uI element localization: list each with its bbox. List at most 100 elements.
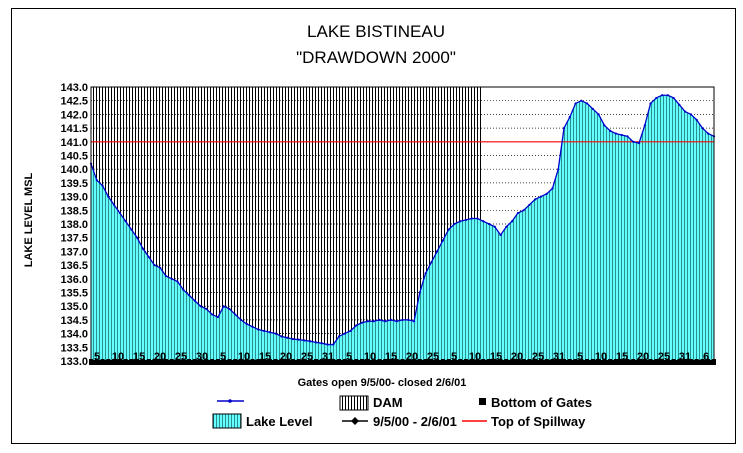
y-tick-label: 140.5: [60, 151, 88, 163]
lake-level-point: [309, 340, 312, 343]
lake-level-point: [107, 195, 110, 198]
y-tick-label: 136.5: [60, 260, 88, 272]
lake-level-point: [176, 280, 179, 283]
lake-level-point: [511, 220, 514, 223]
lake-level-point: [222, 305, 225, 308]
lake-level-point: [614, 132, 618, 135]
x-tick-label: 6: [703, 351, 709, 363]
y-axis-label: LAKE LEVEL MSL: [23, 172, 35, 267]
lake-level-point: [112, 203, 116, 206]
lake-level-point: [470, 217, 473, 220]
lake-level-point: [707, 132, 710, 135]
y-tick-label: 134.5: [60, 315, 88, 327]
y-tick-label: 137.0: [60, 246, 88, 258]
lake-level-point: [205, 307, 208, 311]
legend-item-lake-level: Lake Level: [212, 413, 313, 429]
y-tick-label: 133.0: [60, 356, 88, 368]
lake-level-area: [91, 95, 714, 361]
lake-level-point: [361, 321, 364, 324]
legend-lake-level-label: Lake Level: [246, 414, 313, 429]
lake-level-point: [493, 225, 496, 228]
chart-subtitle: "DRAWDOWN 2000": [296, 48, 456, 67]
lake-level-point: [372, 320, 375, 323]
x-tick-label: 5: [220, 351, 226, 363]
y-tick-label: 135.0: [60, 301, 88, 313]
lake-level-point: [551, 187, 554, 190]
lake-level-point: [430, 261, 433, 264]
dam-region: [91, 87, 481, 142]
lake-level-point: [574, 102, 577, 105]
lake-level-point: [528, 203, 531, 206]
lake-level-point: [441, 239, 444, 242]
lake-level-point: [199, 305, 202, 308]
lake-level-point: [609, 129, 612, 132]
x-tick-label: 5: [577, 351, 583, 363]
lake-level-point: [141, 247, 145, 250]
lake-level-point: [136, 236, 139, 239]
y-tick-label: 138.0: [60, 219, 88, 231]
lake-level-point: [245, 322, 248, 326]
y-tick-label: 141.0: [60, 137, 88, 149]
lake-level-point: [291, 337, 294, 341]
y-tick-label: 138.5: [60, 205, 88, 217]
lake-level-point: [401, 318, 404, 321]
lake-level-point: [436, 250, 439, 253]
lake-level-point: [314, 341, 318, 344]
lake-level-point: [580, 99, 583, 102]
lake-level-point: [193, 299, 196, 302]
y-tick-label: 133.5: [60, 342, 88, 354]
y-tick-label: 135.5: [60, 288, 88, 300]
lake-level-point: [453, 222, 456, 226]
lake-level-point: [343, 332, 346, 335]
legend-item-bottom-of-gates: Bottom of Gates: [479, 395, 592, 410]
lake-level-point: [649, 102, 652, 105]
lake-level-point: [597, 113, 600, 116]
lake-level-point: [130, 228, 133, 231]
lake-level-point: [286, 336, 289, 339]
lake-level-point: [355, 324, 358, 327]
lake-level-point: [228, 307, 231, 311]
lake-level-point: [545, 192, 548, 195]
legend-dam-label: DAM: [373, 395, 403, 410]
y-tick-label: 137.5: [60, 233, 88, 245]
lake-level-point: [689, 113, 693, 116]
lake-level-point: [522, 209, 525, 212]
lake-level-point: [303, 339, 306, 342]
lake-level-point: [412, 320, 416, 323]
lake-level-point: [655, 96, 658, 100]
lake-level-point: [297, 338, 300, 341]
lake-level-point: [170, 277, 173, 280]
lake-level-point: [603, 124, 606, 127]
lake-level-point: [464, 218, 468, 221]
y-tick-label: 140.0: [60, 164, 88, 176]
lake-level-point: [626, 135, 629, 138]
lake-level-point: [280, 335, 283, 338]
lake-level-point: [637, 142, 641, 145]
lake-level-point: [153, 264, 156, 267]
lake-level-point: [482, 220, 485, 223]
lake-level-point: [459, 220, 462, 223]
lake-level-point: [216, 316, 220, 319]
lake-level-point: [632, 140, 635, 143]
y-tick-label: 142.5: [60, 96, 88, 108]
y-tick-label: 139.0: [60, 192, 88, 204]
lake-level-point: [234, 313, 237, 316]
lake-level-point: [349, 329, 352, 332]
x-axis-label: Gates open 9/5/00- closed 2/6/01: [298, 377, 467, 389]
lake-level-point: [591, 107, 594, 111]
lake-level-point: [620, 133, 623, 137]
lake-level-point: [326, 343, 329, 346]
lake-level-point: [95, 179, 98, 182]
y-tick-label: 136.0: [60, 274, 88, 286]
lake-level-point: [389, 318, 393, 321]
lake-level-point: [660, 94, 664, 97]
lake-level-point: [585, 102, 589, 105]
y-tick-label: 143.0: [60, 82, 88, 94]
legend-item-gates-line-marker: [217, 399, 244, 403]
lake-level-chart: LAKE BISTINEAU "DRAWDOWN 2000" LAKE LEVE…: [23, 22, 716, 429]
lake-level-point: [337, 335, 341, 338]
plot-border: [90, 86, 715, 362]
y-tick-label: 142.0: [60, 109, 88, 121]
legend-top-of-spillway-label: Top of Spillway: [491, 414, 586, 429]
lake-level-point: [211, 313, 214, 316]
